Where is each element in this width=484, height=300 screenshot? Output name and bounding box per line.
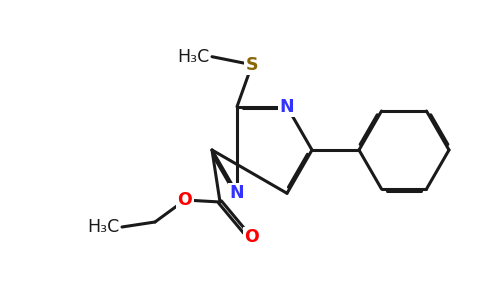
Text: N: N <box>230 184 244 202</box>
Text: S: S <box>246 56 258 74</box>
Text: H₃C: H₃C <box>87 218 119 236</box>
Text: O: O <box>243 228 258 246</box>
Text: N: N <box>280 98 294 116</box>
Text: H₃C: H₃C <box>177 48 209 66</box>
Text: O: O <box>178 191 192 209</box>
